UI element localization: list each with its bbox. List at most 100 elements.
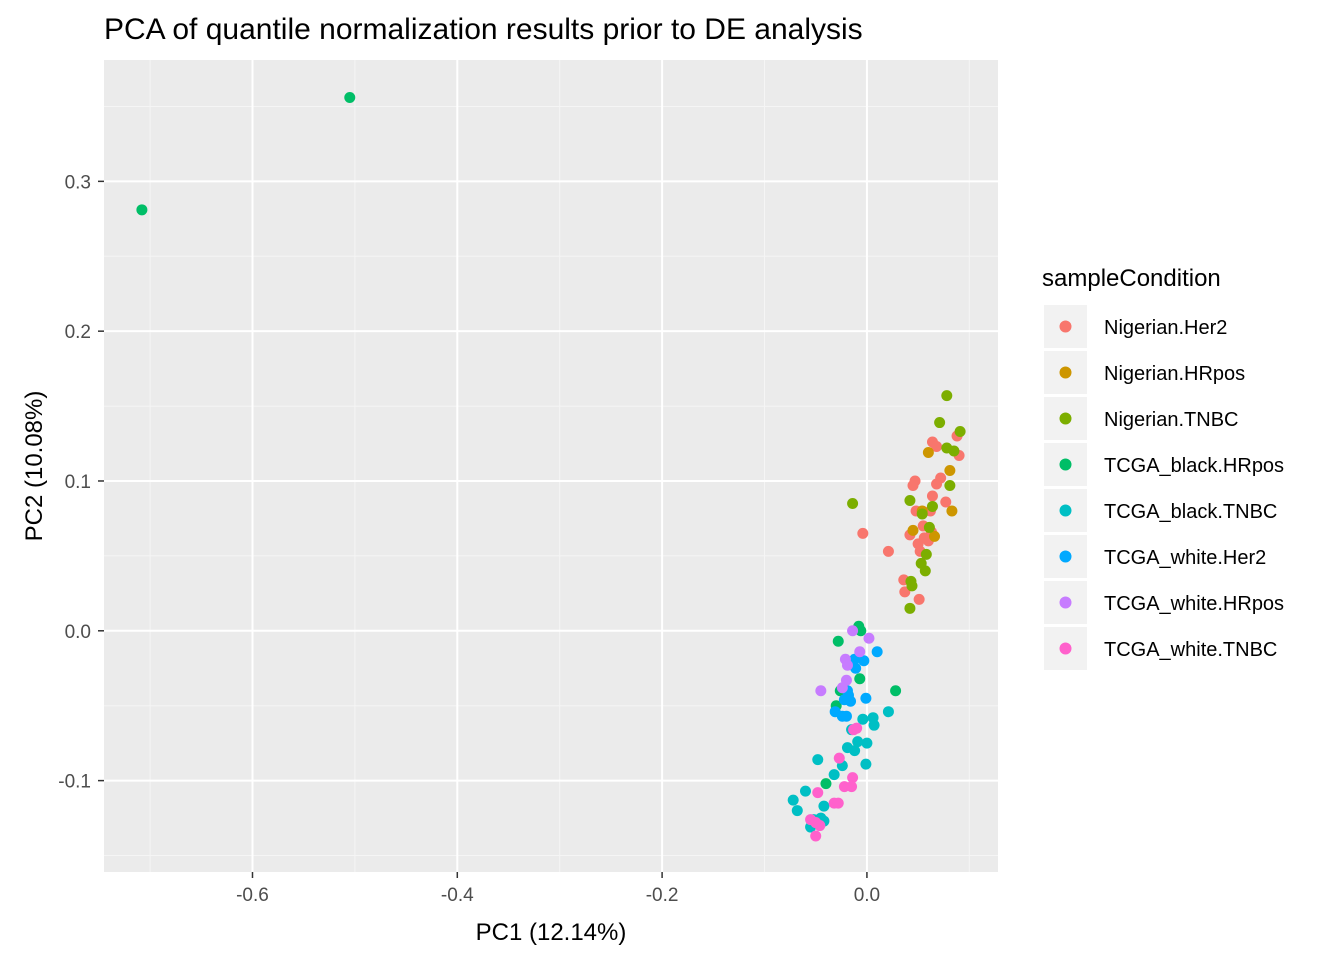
legend-key-marker	[1059, 550, 1072, 563]
legend-key-marker	[1059, 642, 1072, 655]
data-point	[926, 490, 938, 502]
legend-label: Nigerian.Her2	[1104, 317, 1227, 339]
data-point	[906, 580, 918, 592]
data-point	[799, 785, 811, 797]
data-point	[818, 800, 830, 812]
data-point	[868, 719, 880, 731]
x-axis: -0.6 -0.4 -0.2 0.0	[236, 872, 880, 906]
data-point	[923, 521, 935, 533]
data-point	[948, 445, 960, 457]
legend-label: TCGA_white.TNBC	[1104, 639, 1277, 661]
x-tick-label: -0.2	[646, 885, 679, 906]
y-tick-label: 0.3	[65, 172, 91, 193]
data-point	[940, 496, 952, 508]
data-point	[954, 426, 966, 438]
data-point	[909, 475, 921, 487]
legend-items: Nigerian.Her2 Nigerian.HRpos Nigerian.TNBC…	[1044, 305, 1284, 670]
data-point	[854, 673, 866, 685]
y-tick-label: 0.2	[65, 322, 91, 343]
data-point	[946, 505, 958, 517]
legend-label: Nigerian.HRpos	[1104, 363, 1245, 385]
data-point	[857, 527, 869, 539]
data-point	[828, 769, 840, 781]
y-axis: -0.1 0.0 0.1 0.2 0.3	[58, 172, 104, 793]
legend-label: Nigerian.TNBC	[1104, 409, 1238, 431]
data-point	[934, 417, 946, 429]
legend-title: sampleCondition	[1042, 265, 1221, 292]
data-point	[913, 593, 925, 605]
data-point	[849, 745, 861, 757]
legend-label: TCGA_white.Her2	[1104, 547, 1266, 569]
data-point	[136, 204, 148, 216]
data-point	[836, 682, 848, 694]
data-point	[815, 685, 827, 697]
data-point	[832, 635, 844, 647]
data-point	[810, 830, 822, 842]
data-point	[847, 772, 859, 784]
data-point	[855, 625, 867, 637]
series-Nigerian.TNBC	[847, 390, 966, 614]
legend-key-marker	[1059, 366, 1072, 379]
data-point	[833, 752, 845, 764]
data-point	[787, 794, 799, 806]
data-point	[916, 508, 928, 520]
series-TCGA_white.Her2	[829, 646, 883, 722]
data-point	[882, 545, 894, 557]
legend-key-marker	[1059, 320, 1072, 333]
series-TCGA_black.HRpos	[136, 91, 902, 790]
legend: sampleCondition Nigerian.Her2 Nigerian.HR…	[1042, 265, 1284, 670]
x-tick-label: 0.0	[854, 885, 880, 906]
data-point	[860, 692, 872, 704]
data-point	[882, 706, 894, 718]
x-tick-label: -0.4	[441, 885, 474, 906]
data-point	[931, 478, 943, 490]
data-point	[841, 659, 853, 671]
data-point	[929, 530, 941, 542]
data-point	[860, 758, 872, 770]
legend-key-marker	[1059, 458, 1072, 471]
legend-label: TCGA_black.TNBC	[1104, 501, 1277, 523]
data-point	[922, 447, 934, 459]
data-point	[861, 737, 873, 749]
data-point	[845, 695, 857, 707]
data-point	[791, 805, 803, 817]
data-point	[858, 655, 870, 667]
x-tick-label: -0.6	[236, 885, 269, 906]
data-point	[846, 781, 858, 793]
data-point	[890, 685, 902, 697]
x-axis-label: PC1 (12.14%)	[476, 919, 627, 946]
legend-key-marker	[1059, 596, 1072, 609]
chart-title: PCA of quantile normalization results pr…	[104, 13, 863, 46]
data-point	[944, 464, 956, 476]
data-point	[812, 754, 824, 766]
data-point	[832, 797, 844, 809]
data-point	[926, 500, 938, 512]
data-point	[840, 710, 852, 722]
data-points	[136, 91, 966, 842]
series-TCGA_white.TNBC	[805, 722, 863, 842]
data-point	[857, 713, 869, 725]
y-tick-label: 0.0	[65, 622, 91, 643]
data-point	[871, 646, 883, 658]
legend-key-marker	[1059, 412, 1072, 425]
data-point	[814, 820, 826, 832]
data-point	[344, 91, 356, 103]
data-point	[852, 736, 864, 748]
data-point	[847, 625, 859, 637]
data-point	[812, 787, 824, 799]
data-point	[847, 497, 859, 509]
data-point	[854, 646, 866, 658]
data-point	[944, 479, 956, 491]
y-axis-label: PC2 (10.08%)	[21, 391, 48, 542]
data-point	[904, 494, 916, 506]
data-point	[904, 602, 916, 614]
data-point	[851, 722, 863, 734]
data-point	[941, 390, 953, 402]
grid-major	[104, 60, 998, 872]
y-tick-label: -0.1	[58, 772, 91, 793]
data-point	[920, 548, 932, 560]
data-point	[820, 778, 832, 790]
series-TCGA_black.TNBC	[787, 706, 894, 833]
y-tick-label: 0.1	[65, 472, 91, 493]
